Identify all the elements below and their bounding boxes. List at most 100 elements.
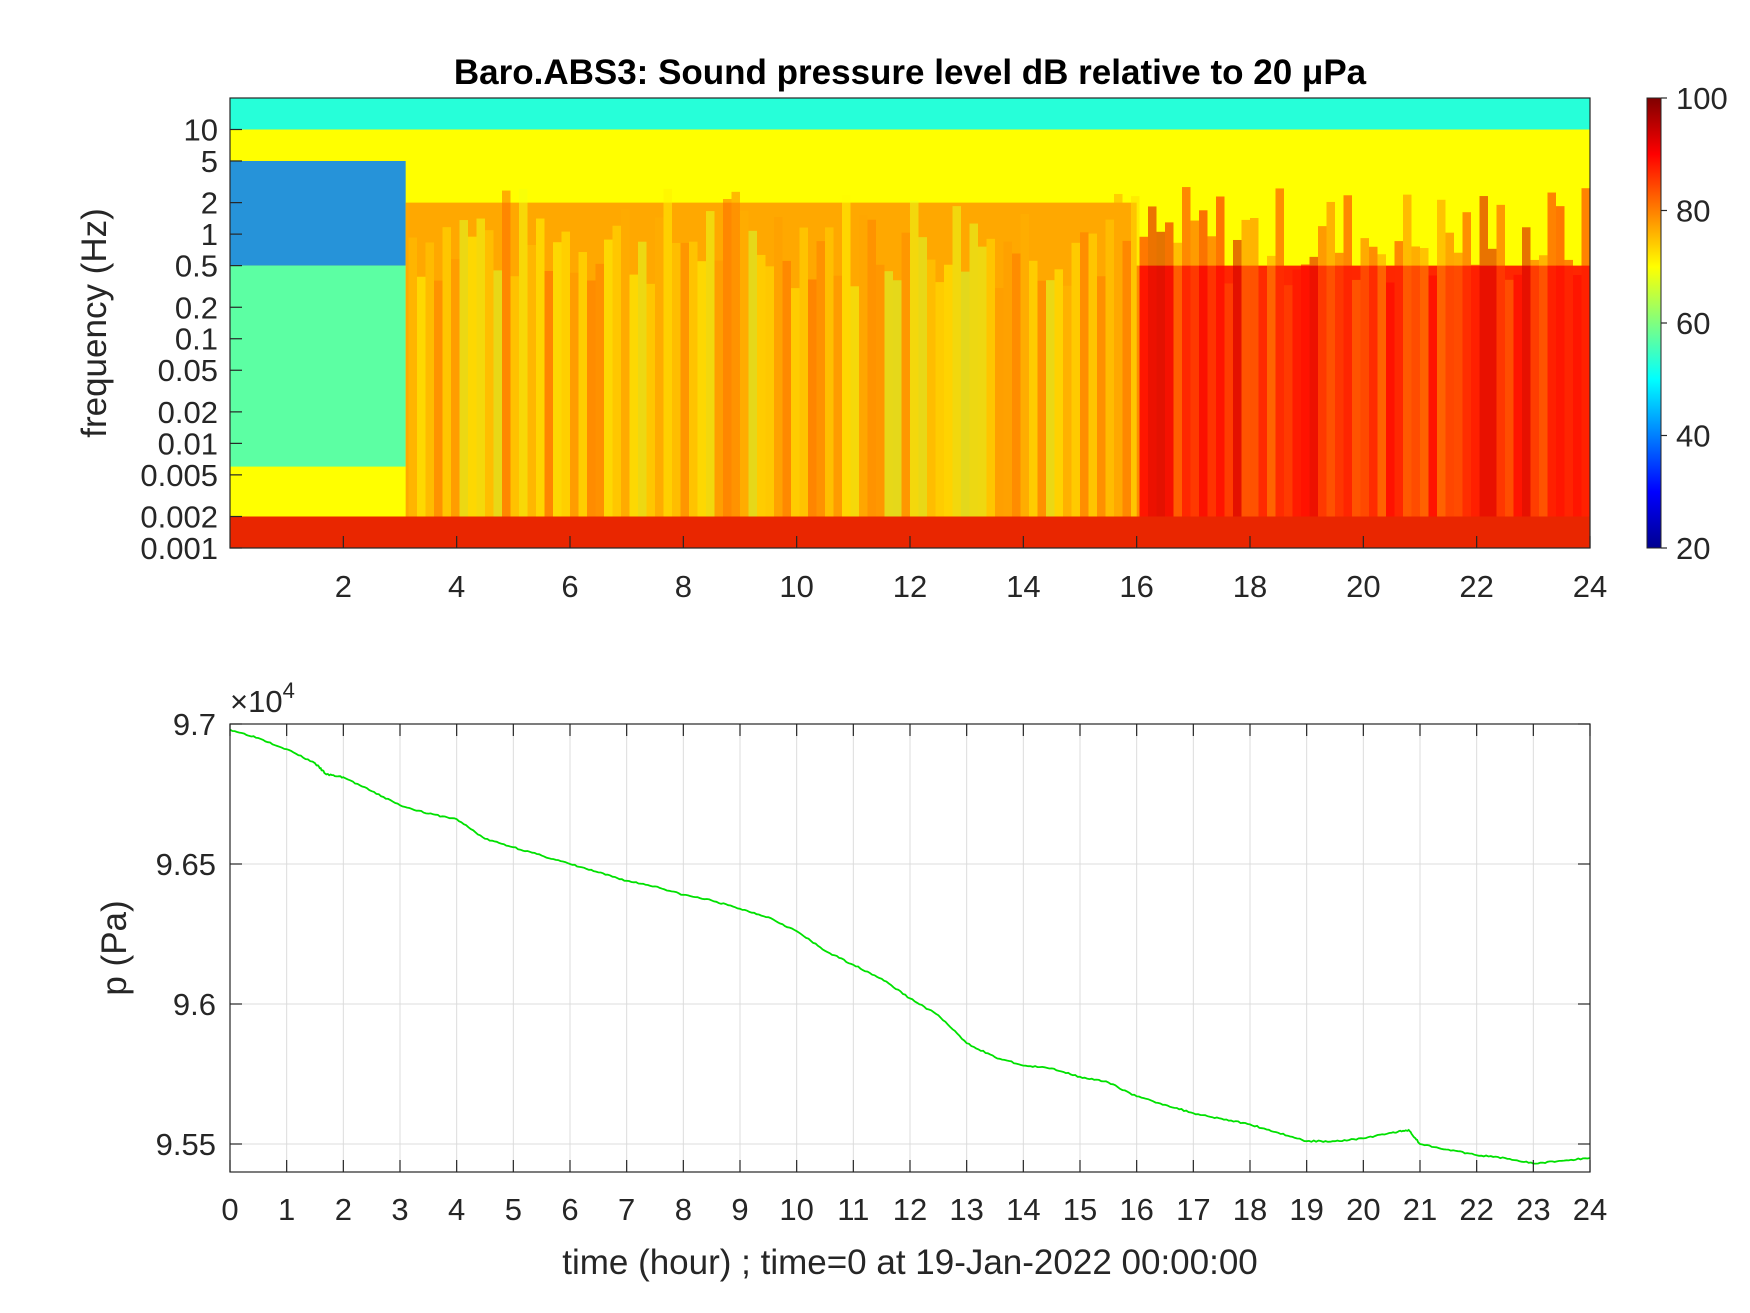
spectrogram-x-tick-label: 10 bbox=[779, 569, 813, 604]
spectrogram-streak bbox=[782, 260, 791, 517]
pressure-x-tick-label: 20 bbox=[1346, 1192, 1380, 1227]
spectrogram-streak bbox=[1513, 274, 1522, 517]
spectrogram-streak bbox=[442, 227, 451, 517]
spectrogram-streak bbox=[434, 280, 443, 517]
pressure-x-tick-label: 1 bbox=[278, 1192, 295, 1227]
spectrogram-streak bbox=[740, 210, 749, 517]
spectrogram-x-tick-label: 14 bbox=[1006, 569, 1040, 604]
spectrogram-streak bbox=[1403, 194, 1412, 517]
spectrogram-streak bbox=[1505, 279, 1514, 517]
spectrogram-streak bbox=[748, 230, 757, 517]
spectrogram-streak bbox=[1241, 219, 1250, 517]
spectrogram-streak bbox=[1488, 248, 1497, 517]
spectrogram-streak bbox=[655, 217, 664, 517]
spectrogram-x-tick-label: 22 bbox=[1459, 569, 1493, 604]
spectrogram-streak bbox=[918, 237, 927, 517]
spectrogram-streak bbox=[1394, 241, 1403, 517]
spectrogram-streak bbox=[893, 280, 902, 517]
pressure-x-tick-label: 7 bbox=[618, 1192, 635, 1227]
spectrogram-streak bbox=[1003, 241, 1012, 517]
spectrogram-streak bbox=[417, 276, 426, 517]
spectrogram-streak bbox=[1377, 254, 1386, 517]
spectrogram-streak bbox=[1190, 220, 1199, 517]
spectrogram-streak bbox=[842, 195, 851, 517]
spectrogram-streak bbox=[961, 271, 970, 517]
spectrogram-streak bbox=[944, 264, 953, 517]
spectrogram-streak bbox=[485, 230, 494, 517]
spectrogram-streak bbox=[1182, 187, 1191, 517]
spectrogram-streak bbox=[689, 241, 698, 517]
spectrogram-streak bbox=[510, 276, 519, 517]
spectrogram-streak bbox=[1080, 232, 1089, 517]
spectrogram-streak bbox=[910, 200, 919, 517]
spectrogram-x-tick-label: 16 bbox=[1119, 569, 1153, 604]
spectrogram-streak bbox=[1063, 285, 1072, 517]
spectrogram-streak bbox=[1284, 285, 1293, 517]
spectrogram-streak bbox=[1309, 256, 1318, 517]
pressure-y-tick-label: 9.65 bbox=[156, 847, 216, 882]
spectrogram-streak bbox=[935, 282, 944, 517]
spectrogram-streak bbox=[1054, 269, 1063, 517]
spectrogram-streak bbox=[791, 288, 800, 517]
pressure-x-ticks: 0 1 2 3 4 5 6 7 8 9 10 11 12 13 14 15 16 17 18 19 20 21 22 23 24 bbox=[221, 724, 1607, 1227]
pressure-x-tick-label: 15 bbox=[1063, 1192, 1097, 1227]
pressure-y-ticks: 9.55 9.6 9.65 9.7 bbox=[156, 707, 1590, 1162]
spectrogram-streak bbox=[1114, 193, 1123, 517]
spectrogram-streak bbox=[570, 272, 579, 517]
spectrogram-streak bbox=[646, 283, 655, 517]
spectrogram-streak bbox=[799, 227, 808, 517]
spectrogram-streak bbox=[1046, 280, 1055, 517]
spectrogram-texture bbox=[408, 187, 1590, 517]
colorbar bbox=[1646, 97, 1662, 549]
pressure-x-tick-label: 14 bbox=[1006, 1192, 1040, 1227]
spectrogram-streak bbox=[408, 237, 417, 517]
spectrogram-streak bbox=[1462, 212, 1471, 517]
spectrogram-streak bbox=[1199, 210, 1208, 517]
spectrogram-streak bbox=[587, 280, 596, 517]
spectrogram-streak bbox=[493, 270, 502, 517]
spectrogram-streak bbox=[468, 236, 477, 517]
spectrogram-streak bbox=[544, 271, 553, 517]
spectrogram-y-tick-label: 0.01 bbox=[158, 426, 218, 461]
spectrogram-y-tick-label: 5 bbox=[201, 144, 218, 179]
spectrogram-streak bbox=[1207, 236, 1216, 517]
pressure-x-tick-label: 12 bbox=[893, 1192, 927, 1227]
spectrogram-streak bbox=[1471, 264, 1480, 517]
spectrogram-streak bbox=[612, 225, 621, 517]
spectrogram-streak bbox=[502, 190, 511, 517]
spectrogram-streak bbox=[1479, 196, 1488, 517]
spectrogram-streak bbox=[1131, 196, 1140, 517]
spectrogram-streak bbox=[1267, 255, 1276, 517]
spectrogram-streak bbox=[1496, 204, 1505, 517]
spectrogram-streak bbox=[663, 188, 672, 517]
spectrogram-streak bbox=[1437, 199, 1446, 517]
pressure-x-tick-label: 4 bbox=[448, 1192, 465, 1227]
spectrogram-x-tick-label: 4 bbox=[448, 569, 465, 604]
spectrogram-x-tick-label: 20 bbox=[1346, 569, 1380, 604]
spectrogram-streak bbox=[1020, 213, 1029, 517]
spectrogram-streak bbox=[1360, 238, 1369, 517]
spectrogram-streak bbox=[825, 227, 834, 517]
spectrogram-streak bbox=[927, 259, 936, 517]
pressure-exponent-label: ×104 bbox=[230, 678, 295, 719]
pressure-x-tick-label: 10 bbox=[779, 1192, 813, 1227]
spectrogram-streak bbox=[1454, 252, 1463, 517]
spectrogram-x-tick-label: 2 bbox=[335, 569, 352, 604]
spectrogram-streak bbox=[1564, 259, 1573, 517]
spectrogram-streak bbox=[1318, 226, 1327, 517]
spectrogram-streak bbox=[757, 254, 766, 517]
colorbar-tick-label: 100 bbox=[1676, 81, 1728, 116]
spectrogram-streak bbox=[459, 220, 468, 517]
spectrogram-streak bbox=[1301, 264, 1310, 517]
pressure-x-tick-label: 11 bbox=[837, 1192, 869, 1227]
spectrogram-streak bbox=[1335, 252, 1344, 517]
pressure-y-tick-label: 9.6 bbox=[173, 987, 216, 1022]
spectrogram-streak bbox=[1148, 206, 1157, 517]
spectrogram-streak bbox=[1165, 222, 1174, 517]
spectrogram-streak bbox=[1539, 255, 1548, 517]
pressure-x-tick-label: 18 bbox=[1233, 1192, 1267, 1227]
spectrogram-streak bbox=[638, 241, 647, 517]
spectrogram-streak bbox=[629, 274, 638, 517]
pressure-series-line bbox=[229, 728, 1591, 1165]
